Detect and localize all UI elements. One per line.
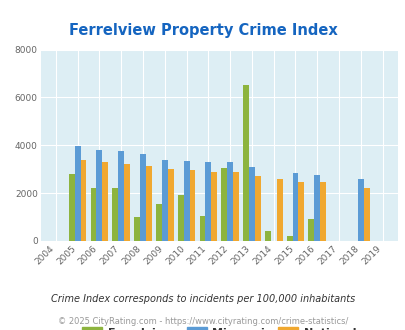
Bar <box>308 219 313 241</box>
Bar <box>68 174 75 241</box>
Bar <box>286 236 292 241</box>
Bar <box>292 173 298 241</box>
Bar <box>205 162 211 241</box>
Bar <box>320 182 325 241</box>
Bar <box>254 176 260 241</box>
Bar <box>112 188 118 241</box>
Bar <box>243 85 248 241</box>
Bar <box>227 162 232 241</box>
Legend: Ferrelview, Missouri, National: Ferrelview, Missouri, National <box>82 327 356 330</box>
Bar <box>264 231 270 241</box>
Bar <box>156 204 162 241</box>
Bar <box>96 150 102 241</box>
Bar <box>118 151 124 241</box>
Bar <box>90 188 96 241</box>
Bar <box>232 172 239 241</box>
Bar <box>221 168 227 241</box>
Text: Crime Index corresponds to incidents per 100,000 inhabitants: Crime Index corresponds to incidents per… <box>51 294 354 304</box>
Bar <box>298 182 304 241</box>
Bar <box>248 167 254 241</box>
Bar <box>189 170 195 241</box>
Text: © 2025 CityRating.com - https://www.cityrating.com/crime-statistics/: © 2025 CityRating.com - https://www.city… <box>58 317 347 326</box>
Bar <box>75 147 80 241</box>
Bar <box>183 161 189 241</box>
Bar <box>211 172 217 241</box>
Bar <box>357 179 363 241</box>
Bar <box>140 153 145 241</box>
Bar <box>145 166 151 241</box>
Bar <box>177 195 183 241</box>
Bar <box>313 175 320 241</box>
Bar <box>162 160 167 241</box>
Bar <box>199 216 205 241</box>
Bar <box>276 179 282 241</box>
Bar <box>80 160 86 241</box>
Bar <box>363 188 369 241</box>
Bar <box>134 217 140 241</box>
Bar <box>102 162 108 241</box>
Bar <box>124 164 130 241</box>
Bar <box>167 169 173 241</box>
Text: Ferrelview Property Crime Index: Ferrelview Property Crime Index <box>68 23 337 38</box>
